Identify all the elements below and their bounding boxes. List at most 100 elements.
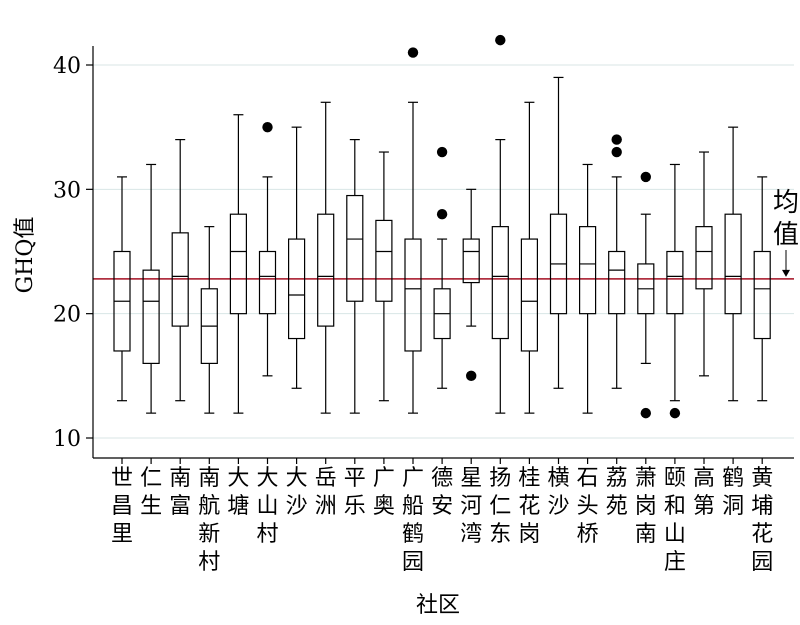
box-iqr (288, 238, 306, 340)
x-tick-label: 大 (227, 466, 249, 491)
x-tick-label: 生 (140, 494, 162, 519)
outlier-point (436, 209, 448, 220)
x-tick-label: 岳 (315, 466, 337, 491)
x-tick-label: 乐 (344, 494, 366, 519)
x-tick-label: 第 (693, 494, 715, 519)
x-tick-label: 鹤 (722, 466, 744, 491)
outlier-point (466, 370, 477, 382)
x-tick-label: 奥 (373, 494, 395, 519)
outlier-point (611, 146, 622, 158)
box-group (695, 151, 713, 377)
outlier-point (640, 171, 651, 183)
box-group (433, 146, 451, 389)
x-tick-label: 埔 (751, 494, 773, 519)
x-tick-label: 洲 (315, 494, 337, 519)
outlier-point (262, 121, 273, 133)
x-tick-label: 花 (751, 522, 773, 547)
x-tick-label: 大 (256, 466, 278, 491)
box-group (200, 226, 218, 414)
box-iqr (375, 219, 393, 302)
x-tick-label: 高 (693, 466, 715, 491)
outlier-point (611, 134, 622, 145)
x-tick-label: 山 (664, 522, 686, 547)
mean-label-char: 均 (773, 188, 799, 218)
box-group (637, 171, 655, 419)
x-tick-label: 安 (431, 494, 453, 519)
x-tick-label: 东 (489, 522, 511, 547)
x-tick-label: 星 (460, 466, 482, 491)
box-iqr (520, 238, 539, 352)
x-tick-label: 南 (169, 466, 191, 491)
y-tick-label: 20 (53, 303, 81, 328)
boxes-group (113, 34, 771, 419)
box-iqr (317, 213, 335, 327)
x-tick-label: 广 (373, 466, 395, 491)
box-iqr (608, 250, 626, 315)
x-tick-label: 广 (402, 466, 424, 491)
outlier-point (669, 407, 681, 419)
box-group (317, 101, 335, 414)
x-tick-label: 里 (111, 522, 133, 547)
x-tick-label: 岗 (518, 522, 540, 547)
box-group (724, 126, 742, 402)
box-group (346, 139, 364, 414)
box-group (462, 188, 480, 382)
x-tick-label: 和 (664, 494, 686, 519)
x-tick-label: 荔 (606, 466, 628, 491)
x-tick-label: 鹤 (402, 522, 424, 547)
box-iqr (404, 238, 422, 352)
x-tick-label: 新 (198, 522, 220, 547)
x-tick-label: 桂 (518, 466, 540, 491)
x-tick-label: 船 (402, 494, 424, 519)
x-tick-label: 河 (460, 494, 482, 519)
gridlines (93, 64, 794, 439)
y-tick-label: 30 (53, 178, 81, 203)
x-tick-label: 萧 (635, 466, 657, 491)
box-iqr (258, 250, 277, 315)
box-iqr (229, 213, 247, 315)
x-tick-label: 沙 (547, 494, 569, 519)
y-tick-label: 10 (53, 427, 81, 452)
x-tick-label: 沙 (286, 494, 308, 519)
x-tick-label: 南 (635, 522, 657, 547)
axes-group (86, 46, 794, 464)
x-tick-label: 大 (286, 466, 308, 491)
box-group (404, 47, 422, 414)
outlier-point (640, 407, 651, 419)
box-iqr (171, 232, 189, 327)
box-iqr (462, 238, 480, 284)
box-group (520, 101, 539, 414)
x-tick-label: 南 (198, 466, 220, 491)
box-group (608, 134, 626, 389)
mean-label-char: 值 (773, 220, 799, 250)
box-iqr (142, 269, 160, 364)
box-iqr (578, 226, 597, 315)
x-tick-label: 仁 (140, 466, 162, 491)
x-tick-label: 横 (547, 466, 569, 491)
outlier-point (436, 146, 448, 158)
box-group (258, 121, 277, 377)
x-tick-label: 塘 (227, 494, 249, 519)
x-tick-label: 洞 (722, 494, 744, 519)
x-tick-label: 扬 (489, 466, 511, 491)
box-group (113, 176, 131, 402)
x-tick-label: 平 (344, 466, 366, 491)
box-iqr (695, 226, 713, 290)
mean-arrow-head (782, 269, 790, 277)
box-iqr (724, 213, 742, 315)
box-group (753, 176, 771, 402)
y-axis-title: GHQ值 (13, 217, 38, 294)
x-tick-label: 山 (256, 494, 278, 519)
box-iqr (753, 250, 771, 340)
box-group (229, 114, 247, 414)
x-tick-label: 园 (402, 550, 424, 575)
x-tick-label: 花 (518, 494, 540, 519)
outlier-point (495, 34, 506, 46)
x-tick-label: 石 (577, 466, 599, 491)
box-group (375, 151, 393, 402)
x-tick-label: 庄 (664, 550, 686, 575)
x-tick-label: 黄 (751, 466, 773, 491)
y-tick-label: 40 (53, 54, 81, 79)
x-tick-label: 园 (751, 550, 773, 575)
